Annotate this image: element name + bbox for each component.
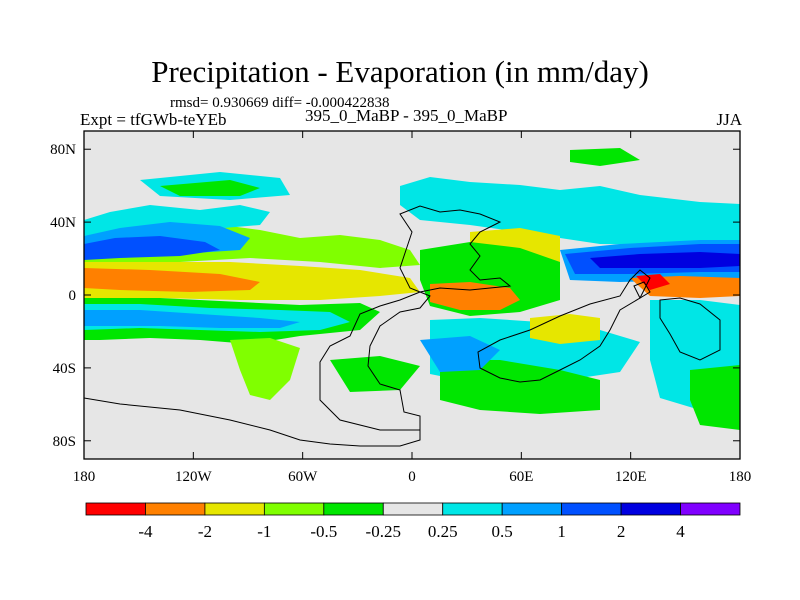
stats-line: rmsd= 0.930669 diff= -0.000422838 xyxy=(170,95,390,111)
coastline-continent-a xyxy=(319,205,512,431)
colorbar-label: -2 xyxy=(198,522,212,541)
field-patch-green-sw xyxy=(230,338,300,400)
colorbar-swatch xyxy=(204,502,265,516)
colorbar-label: -0.25 xyxy=(366,522,401,541)
field-patch-navy-wp xyxy=(590,252,740,268)
colorbar-label: 0.25 xyxy=(428,522,458,541)
field-patch-yellow-sio xyxy=(530,314,600,344)
case-pair-label: 395_0_MaBP - 395_0_MaBP xyxy=(305,106,508,125)
colorbar-label: -1 xyxy=(257,522,271,541)
season-label: JJA xyxy=(716,110,742,129)
colorbar-label: -0.5 xyxy=(310,522,337,541)
field-patch-green-npc xyxy=(160,180,260,196)
colorbar: -4 -2 -1 -0.5 -0.25 0.25 0.5 1 2 4 xyxy=(85,502,741,541)
colorbar-swatch xyxy=(680,502,741,516)
colorbar-label: 2 xyxy=(617,522,626,541)
field-patch-darkblue-nw xyxy=(84,236,220,260)
colorbar-swatch xyxy=(382,502,444,516)
y-tick-label: 0 xyxy=(69,288,77,304)
colorbar-swatch xyxy=(442,502,503,516)
colorbar-swatch xyxy=(263,502,325,516)
coastline-continent-c xyxy=(659,297,721,361)
x-tick-label: 120W xyxy=(175,469,213,485)
colorbar-label: -4 xyxy=(138,522,153,541)
field-patch-blue-so xyxy=(420,336,500,372)
field-patch-orange-eq xyxy=(84,268,260,292)
field-patch-green-sp xyxy=(690,365,740,430)
colorbar-swatch xyxy=(145,502,206,516)
colorbar-label: 0.5 xyxy=(492,522,513,541)
y-tick-label: 80N xyxy=(50,142,76,158)
y-tick-label: 40S xyxy=(53,361,76,377)
colorbar-swatch xyxy=(323,502,384,516)
coastline-island xyxy=(633,281,651,299)
coastline-continent-d xyxy=(84,397,421,447)
field-patch-green-far-north xyxy=(570,148,640,166)
colorbar-swatch xyxy=(85,502,146,516)
colorbar-label: 4 xyxy=(676,522,685,541)
experiment-label: Expt = tfGWb-teYEb xyxy=(80,110,227,129)
field-patch-green-so xyxy=(330,356,420,392)
field-layer xyxy=(84,148,740,430)
x-tick-label: 0 xyxy=(408,469,416,485)
y-tick-label: 40N xyxy=(50,215,76,231)
coastline-continent-b xyxy=(477,269,651,383)
x-tick-label: 120E xyxy=(615,469,647,485)
field-patch-red-wp xyxy=(636,274,670,290)
coastlines xyxy=(84,205,721,447)
field-patch-green-sio xyxy=(440,360,600,414)
colorbar-swatch xyxy=(620,502,681,516)
colorbar-swatch xyxy=(501,502,563,516)
x-tick-label: 60W xyxy=(288,469,318,485)
x-tick-label: 180 xyxy=(729,469,752,485)
colorbar-label: 1 xyxy=(557,522,566,541)
axis-ticks: 180 120W 60W 0 60E 120E 180 80N 40N 0 40S 80S xyxy=(50,131,751,485)
y-tick-label: 80S xyxy=(53,434,76,450)
field-patch-cyan-north xyxy=(400,177,740,246)
x-tick-label: 60E xyxy=(509,469,533,485)
x-tick-label: 180 xyxy=(73,469,96,485)
colorbar-swatch xyxy=(561,502,622,516)
chart-title: Precipitation - Evaporation (in mm/day) xyxy=(151,54,649,89)
field-patch-blue-south xyxy=(84,310,300,328)
